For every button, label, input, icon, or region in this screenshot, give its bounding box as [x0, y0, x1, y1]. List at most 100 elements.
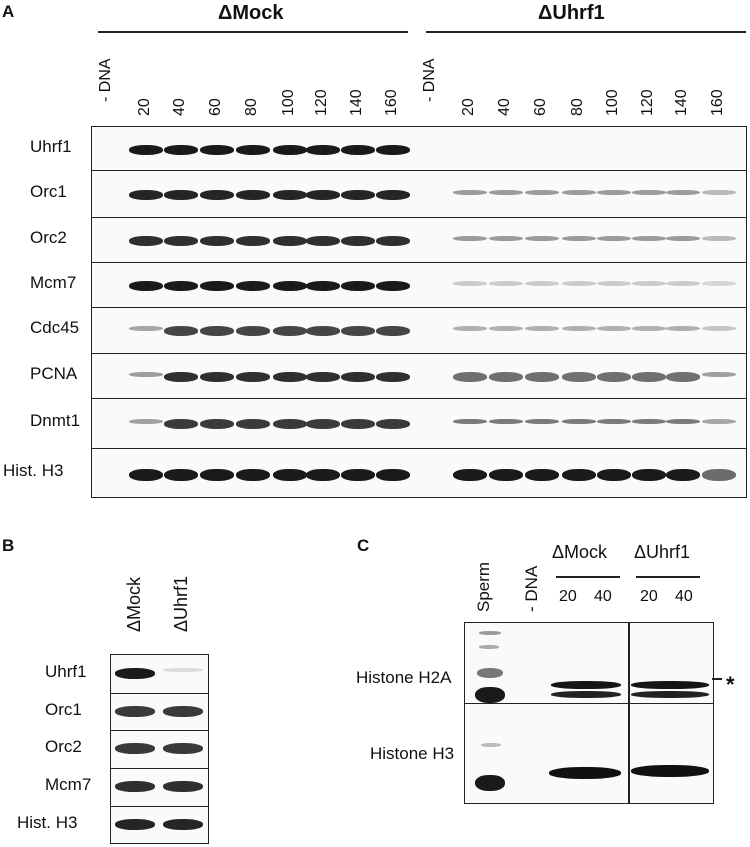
- panel-a-group-uhrf1-title: ΔUhrf1: [538, 2, 605, 24]
- band: [341, 280, 375, 291]
- band: [306, 468, 340, 481]
- band: [489, 419, 523, 424]
- band: [632, 235, 666, 241]
- band: [129, 326, 163, 331]
- band: [115, 743, 155, 754]
- band: [163, 818, 203, 830]
- band: [273, 144, 307, 155]
- panel-a-lane-label: 100: [604, 89, 621, 116]
- band: [236, 371, 270, 382]
- band: [631, 765, 709, 777]
- band: [129, 189, 163, 200]
- band: [164, 419, 198, 429]
- panel-a-lane-label: 40: [496, 98, 513, 116]
- band: [597, 326, 631, 331]
- band: [129, 235, 163, 246]
- panel-c-group-uhrf1-title: ΔUhrf1: [634, 542, 691, 562]
- band: [306, 235, 340, 246]
- panel-c-strip-divider: [465, 703, 713, 704]
- panel-b-row-label: Uhrf1: [45, 662, 87, 681]
- panel-c-mock-tp-20: 20: [559, 588, 577, 605]
- panel-c-blot: [464, 622, 714, 804]
- band: [341, 468, 375, 481]
- panel-a-lane-label: 60: [207, 98, 224, 116]
- band: [273, 371, 307, 382]
- band: [525, 419, 559, 424]
- band: [306, 326, 340, 336]
- panel-a-lane-label: 160: [383, 89, 400, 116]
- panel-b-strip-divider: [111, 806, 208, 807]
- band: [489, 468, 523, 481]
- panel-a-strip-divider: [92, 448, 746, 449]
- band: [666, 189, 700, 195]
- band: [632, 419, 666, 424]
- band: [200, 468, 234, 481]
- band: [306, 280, 340, 291]
- band: [597, 468, 631, 481]
- band: [236, 280, 270, 291]
- band: [129, 144, 163, 155]
- band: [479, 631, 501, 635]
- band: [273, 468, 307, 481]
- band: [115, 781, 155, 792]
- panel-c-group-uhrf1-bar: [636, 576, 700, 578]
- band: [489, 371, 523, 382]
- panel-c-lane-no-dna: - DNA: [522, 565, 541, 612]
- panel-a-lane-label: 60: [532, 98, 549, 116]
- panel-a-letter: A: [2, 2, 15, 21]
- band: [163, 668, 203, 672]
- band: [200, 419, 234, 429]
- band: [666, 468, 700, 481]
- band: [341, 235, 375, 246]
- band: [549, 767, 621, 779]
- band: [236, 144, 270, 155]
- panel-c-group-mock-title: ΔMock: [552, 542, 608, 562]
- band: [115, 818, 155, 830]
- band: [631, 681, 709, 689]
- panel-a-strip-divider: [92, 307, 746, 308]
- panel-c-row-h2a: Histone H2A: [356, 668, 452, 687]
- panel-b-strip-divider: [111, 730, 208, 731]
- band: [129, 280, 163, 291]
- band: [164, 326, 198, 336]
- band: [164, 235, 198, 246]
- band: [306, 371, 340, 382]
- panel-b-row-label: Mcm7: [45, 775, 92, 794]
- band: [115, 705, 155, 717]
- band: [551, 681, 621, 689]
- band: [666, 235, 700, 241]
- band: [453, 326, 487, 331]
- band: [376, 468, 410, 481]
- band: [632, 326, 666, 331]
- panel-a-strip-divider: [92, 217, 746, 218]
- panel-b-lane-label: ΔMock: [124, 576, 144, 632]
- band: [481, 743, 501, 747]
- band: [306, 189, 340, 200]
- band: [341, 419, 375, 429]
- band: [562, 235, 596, 241]
- band: [489, 326, 523, 331]
- band: [525, 189, 559, 195]
- band: [597, 189, 631, 195]
- panel-a-lane-label: 140: [673, 89, 690, 116]
- band: [236, 419, 270, 429]
- band: [129, 419, 163, 424]
- panel-c-asterisk: *: [726, 672, 735, 697]
- band: [129, 371, 163, 377]
- panel-a-row-label: Dnmt1: [30, 411, 81, 430]
- band: [489, 280, 523, 286]
- panel-b-blot: [110, 654, 209, 844]
- band: [341, 326, 375, 336]
- panel-c-uhrf1-tp-40: 40: [675, 588, 693, 605]
- band: [236, 326, 270, 336]
- band: [236, 468, 270, 481]
- band: [341, 144, 375, 155]
- panel-b-letter: B: [2, 536, 15, 555]
- band: [666, 326, 700, 331]
- band: [164, 468, 198, 481]
- panel-a-lane-label: 100: [280, 89, 297, 116]
- panel-c-group-mock-bar: [556, 576, 620, 578]
- panel-a-lane-label: - DNA: [97, 58, 114, 102]
- panel-b-strip-divider: [111, 693, 208, 694]
- panel-a-row-label: Hist. H3: [3, 460, 64, 480]
